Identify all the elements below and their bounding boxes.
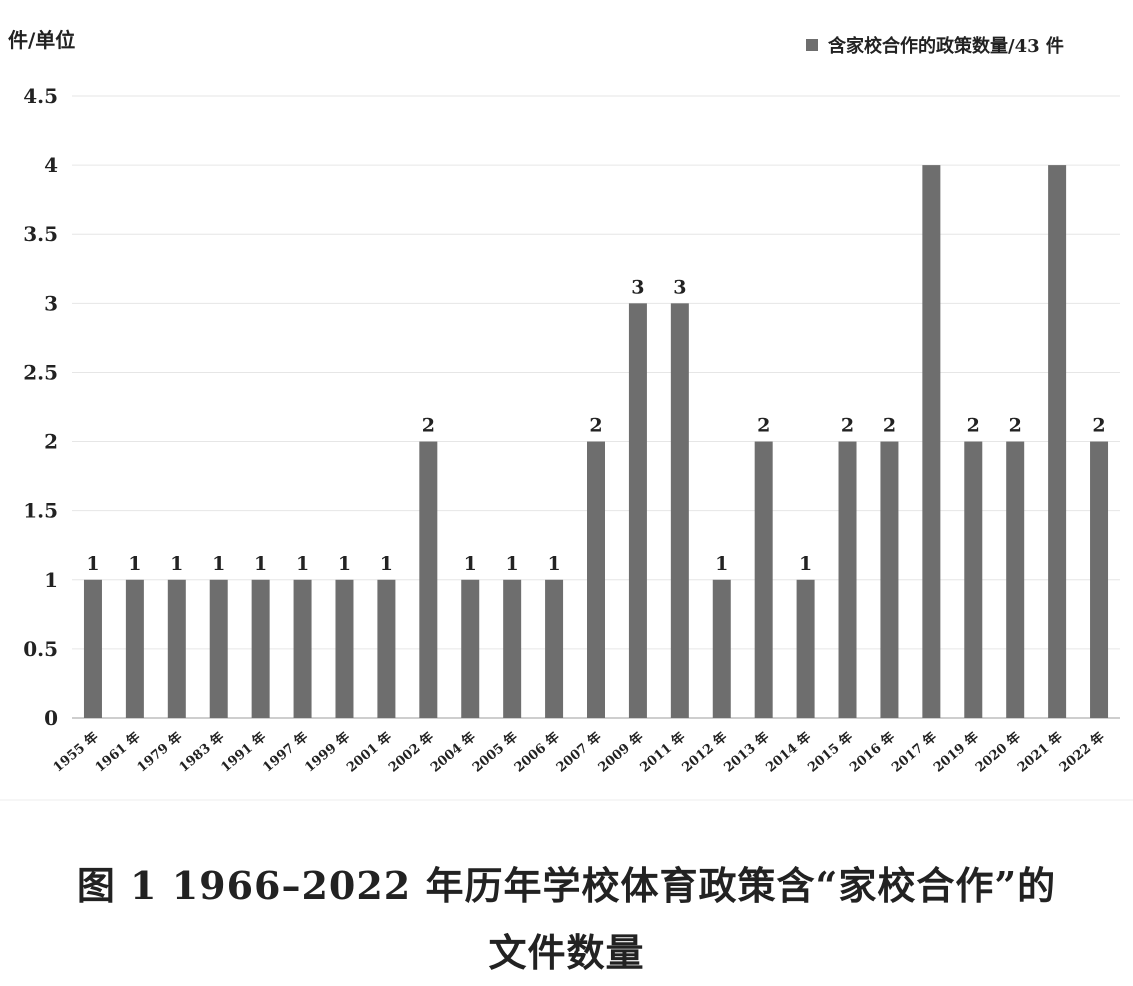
bar bbox=[796, 579, 815, 718]
bar bbox=[754, 441, 773, 718]
y-axis-label: 件/单位 bbox=[8, 28, 76, 52]
data-label: 1 bbox=[464, 553, 477, 575]
legend-swatch bbox=[806, 39, 818, 51]
bar bbox=[335, 579, 354, 718]
data-label: 3 bbox=[631, 276, 644, 298]
data-label: 2 bbox=[1009, 415, 1022, 437]
bar bbox=[293, 579, 312, 718]
x-tick-label: 2014 年 bbox=[763, 729, 814, 776]
y-tick-label: 4.5 bbox=[23, 84, 58, 108]
x-tick-label: 2011 年 bbox=[637, 729, 688, 776]
data-label: 1 bbox=[506, 553, 519, 575]
x-tick-label: 2009 年 bbox=[595, 729, 646, 776]
x-tick-label: 2012 年 bbox=[679, 729, 730, 776]
y-tick-label: 3.5 bbox=[23, 222, 58, 246]
data-label: 3 bbox=[673, 276, 686, 298]
data-label: 2 bbox=[422, 415, 435, 437]
bar bbox=[377, 579, 396, 718]
y-tick-label: 3 bbox=[44, 291, 58, 315]
y-tick-label: 0 bbox=[44, 706, 58, 730]
bar bbox=[1090, 441, 1109, 718]
legend: 含家校合作的政策数量/43 件 bbox=[806, 32, 1064, 58]
x-tick-label: 2013 年 bbox=[721, 729, 772, 776]
bar bbox=[1006, 441, 1025, 718]
x-tick-label: 2002 年 bbox=[385, 729, 436, 776]
bar bbox=[251, 579, 270, 718]
bar bbox=[125, 579, 144, 718]
y-tick-label: 2.5 bbox=[23, 360, 58, 384]
x-tick-label: 2006 年 bbox=[511, 729, 562, 776]
bar bbox=[545, 579, 564, 718]
data-label: 1 bbox=[380, 553, 393, 575]
bar bbox=[83, 579, 102, 718]
legend-label: 含家校合作的政策数量/43 件 bbox=[828, 36, 1064, 57]
bar bbox=[880, 441, 899, 718]
bar bbox=[1048, 165, 1067, 719]
bar bbox=[712, 579, 731, 718]
x-tick-label: 2004 年 bbox=[427, 729, 478, 776]
data-label: 1 bbox=[128, 553, 141, 575]
bar bbox=[838, 441, 857, 718]
x-tick-label: 2022 年 bbox=[1056, 729, 1107, 776]
bar bbox=[503, 579, 522, 718]
x-tick-label: 1955 年 bbox=[50, 729, 101, 776]
bar bbox=[922, 165, 941, 719]
data-label: 1 bbox=[715, 553, 728, 575]
data-label: 1 bbox=[86, 553, 99, 575]
x-tick-label: 1999 年 bbox=[302, 729, 353, 776]
bar bbox=[461, 579, 480, 718]
bar-chart: 件/单位 含家校合作的政策数量/43 件 0 0.5 1 1.5 2 2.5 3 3.5 4 4.… bbox=[0, 28, 1133, 801]
x-tick-label: 2015 年 bbox=[805, 729, 856, 776]
y-tick-label: 2 bbox=[44, 430, 58, 454]
bar bbox=[167, 579, 186, 718]
x-tick-label: 2005 年 bbox=[469, 729, 520, 776]
chart-plot: 0 0.5 1 1.5 2 2.5 3 3.5 4 4.5 1 1955 年 1 1961 年 1 1979 … bbox=[0, 84, 1133, 801]
bar bbox=[628, 303, 647, 718]
x-tick-label: 2016 年 bbox=[847, 729, 898, 776]
data-label: 1 bbox=[254, 553, 267, 575]
data-label: 2 bbox=[1092, 415, 1105, 437]
data-label: 2 bbox=[757, 415, 770, 437]
figure-caption-line2: 文件数量 bbox=[488, 930, 645, 975]
data-label: 1 bbox=[212, 553, 225, 575]
data-label: 1 bbox=[799, 553, 812, 575]
bar bbox=[964, 441, 983, 718]
x-tick-label: 2001 年 bbox=[344, 729, 395, 776]
bar bbox=[587, 441, 605, 718]
data-label: 2 bbox=[883, 415, 896, 437]
x-tick-label: 2019 年 bbox=[930, 729, 981, 776]
x-tick-label: 1991 年 bbox=[218, 729, 269, 776]
x-tick-label: 1997 年 bbox=[260, 729, 311, 776]
x-tick-label: 1979 年 bbox=[134, 729, 185, 776]
x-tick-label: 2017 年 bbox=[888, 729, 939, 776]
data-label: 1 bbox=[296, 553, 309, 575]
x-tick-label: 2007 年 bbox=[553, 729, 604, 776]
x-tick-label: 2020 年 bbox=[972, 729, 1023, 776]
bar bbox=[419, 441, 438, 718]
y-tick-label: 4 bbox=[44, 153, 58, 177]
figure-caption-line1: 图 1 1966–2022 年历年学校体育政策含“家校合作”的 bbox=[76, 863, 1057, 908]
data-label: 1 bbox=[547, 553, 560, 575]
x-tick-label: 2021 年 bbox=[1014, 729, 1065, 776]
data-label: 2 bbox=[967, 415, 980, 437]
bar bbox=[209, 579, 228, 718]
y-tick-label: 0.5 bbox=[23, 637, 58, 661]
data-label: 1 bbox=[338, 553, 351, 575]
y-tick-label: 1.5 bbox=[23, 499, 58, 523]
x-tick-label: 1983 年 bbox=[176, 729, 227, 776]
data-label: 2 bbox=[589, 415, 602, 437]
y-tick-label: 1 bbox=[44, 568, 58, 592]
data-label: 2 bbox=[841, 415, 854, 437]
x-tick-label: 1961 年 bbox=[92, 729, 143, 776]
data-label: 1 bbox=[170, 553, 183, 575]
bar bbox=[670, 303, 689, 718]
